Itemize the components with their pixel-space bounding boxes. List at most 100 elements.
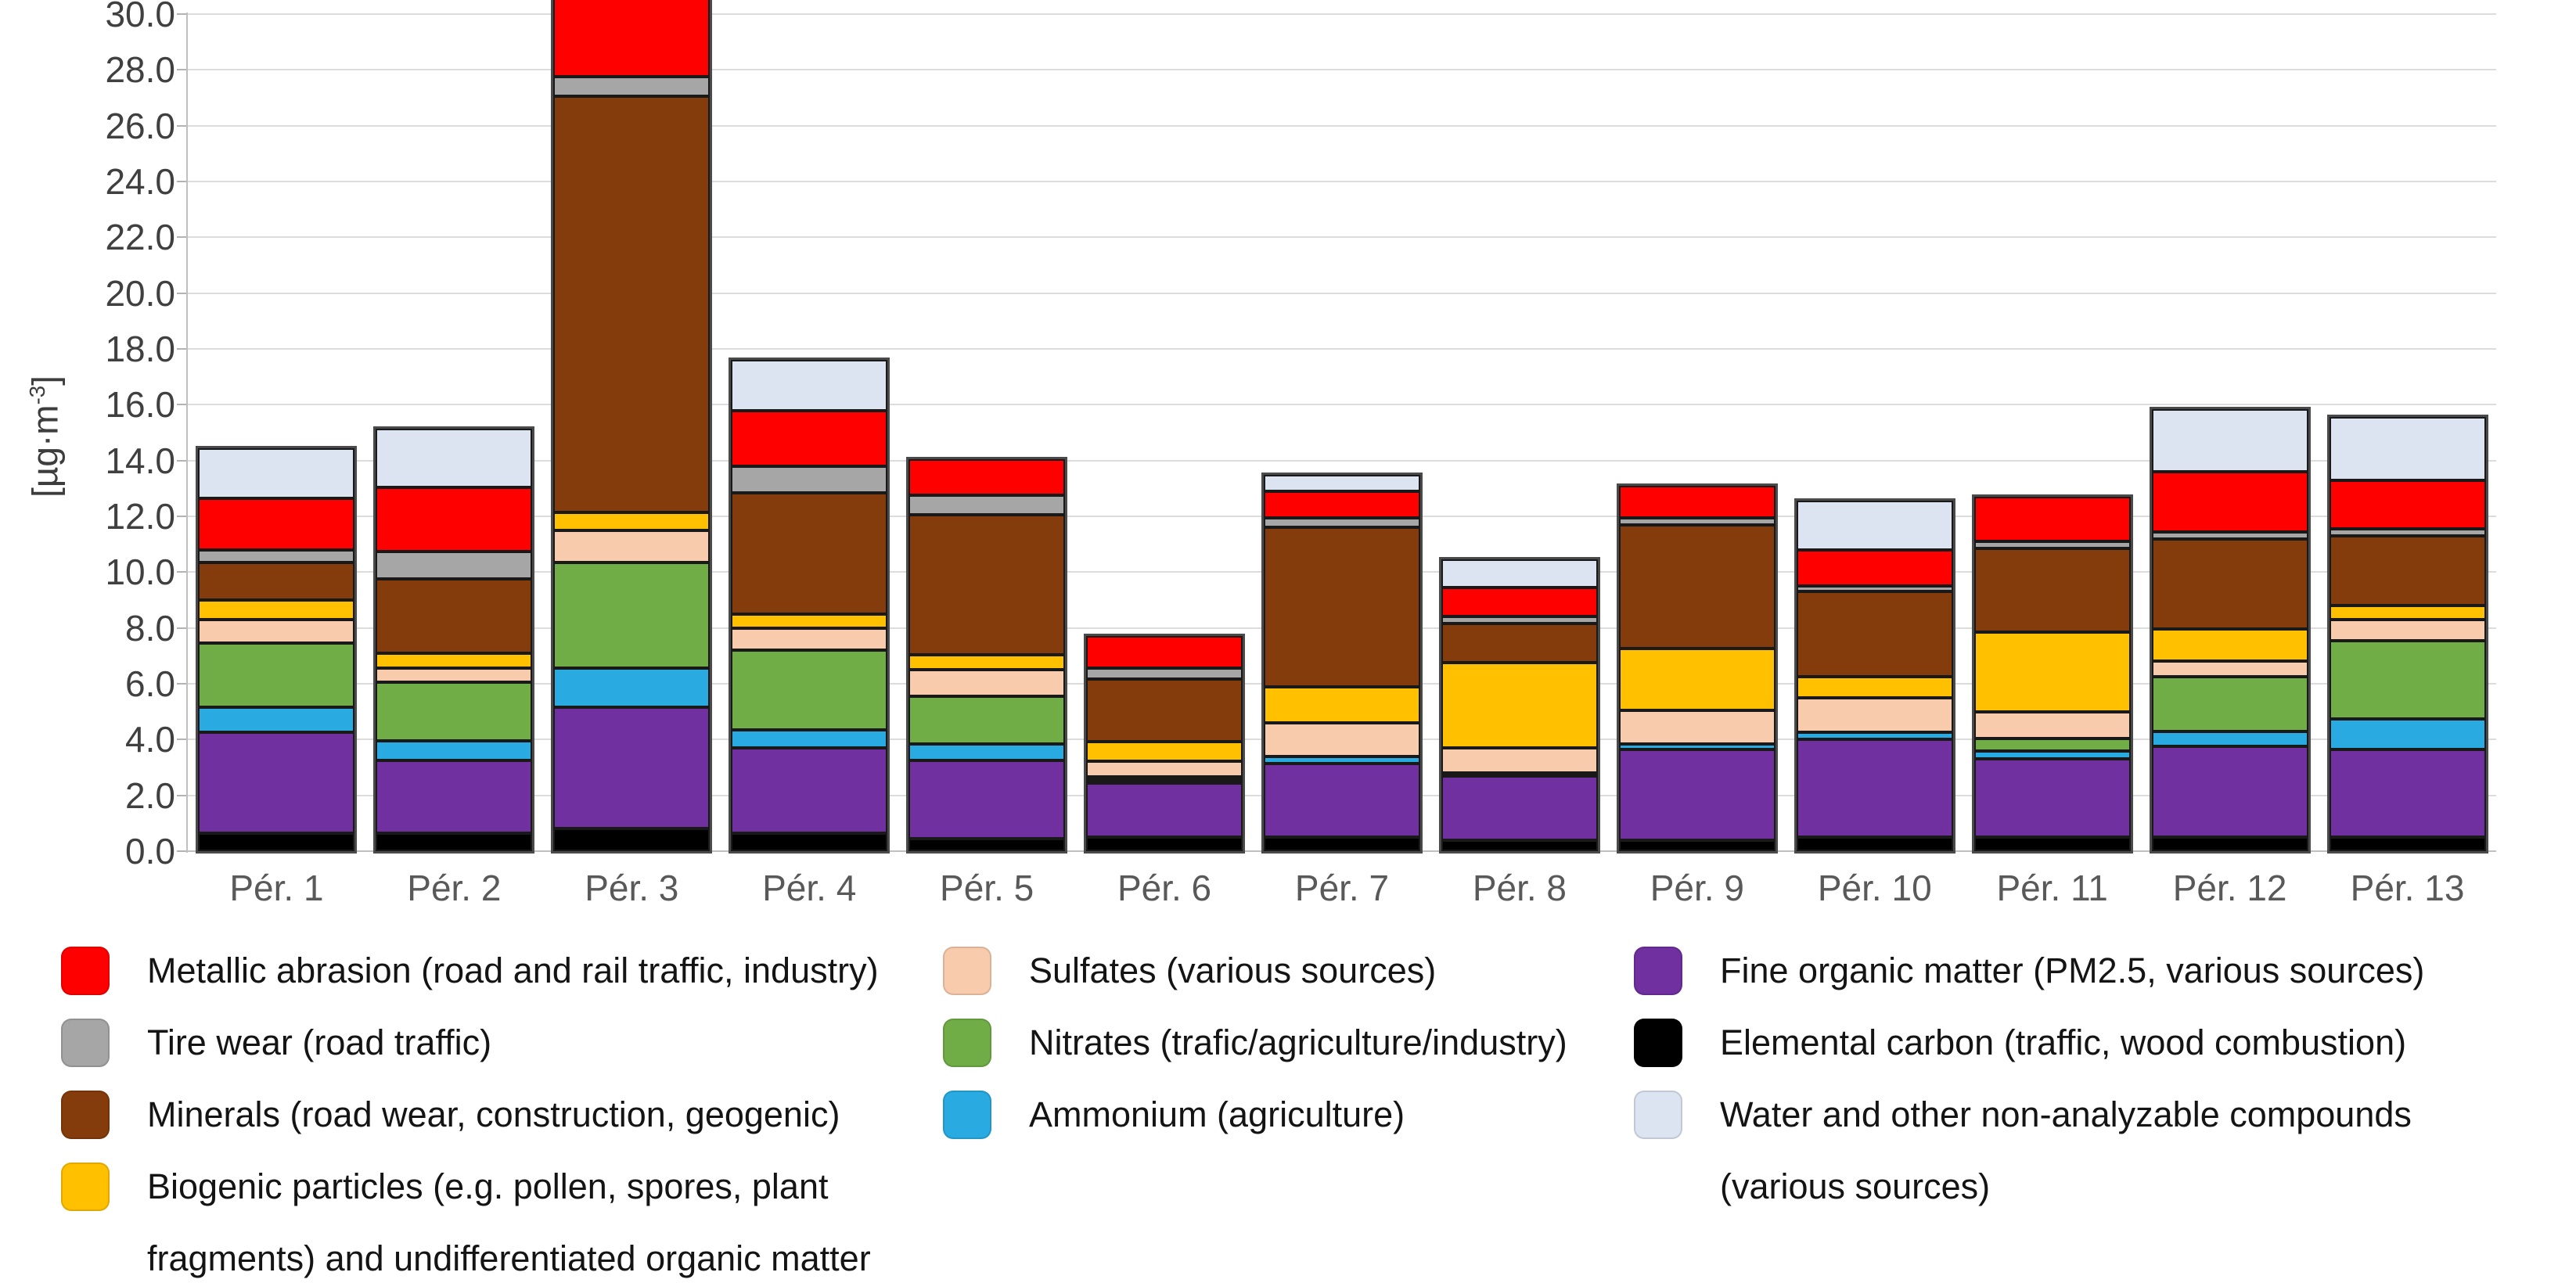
segment-biogenic-particles [731, 613, 888, 628]
legend-label-water-non-analyzable-line2: (various sources) [1720, 1166, 1991, 1206]
bar-p-r-8 [1438, 557, 1600, 854]
segment-water-non-analyzable [1264, 474, 1420, 491]
segment-metallic-abrasion [908, 458, 1066, 496]
gridline [188, 13, 2496, 15]
segment-sulfates [2151, 661, 2308, 677]
segment-metallic-abrasion [731, 410, 888, 466]
segment-minerals [1441, 624, 1598, 663]
legend-swatch-elemental-carbon [1634, 1019, 1682, 1067]
segment-ammonium [731, 729, 888, 749]
y-tick-label: 14.0 [105, 440, 175, 481]
segment-fine-organic-matter [1618, 749, 1775, 840]
segment-metallic-abrasion [376, 487, 533, 552]
legend-swatch-biogenic-particles [61, 1163, 110, 1211]
bar-p-r-2 [373, 426, 535, 854]
y-tick-mark [177, 627, 188, 629]
x-category-label: Pér. 11 [1996, 868, 2108, 908]
segment-metallic-abrasion [1441, 587, 1598, 617]
segment-ammonium [1086, 779, 1243, 783]
y-tick-label: 12.0 [105, 496, 175, 537]
legend-swatch-water-non-analyzable [1634, 1091, 1682, 1139]
segment-tire-wear [553, 77, 711, 97]
segment-biogenic-particles [1086, 742, 1243, 762]
x-category-label: Pér. 7 [1294, 868, 1390, 908]
segment-minerals [1264, 527, 1420, 687]
gridline [188, 69, 2496, 71]
segment-minerals [1086, 679, 1243, 742]
segment-tire-wear [1264, 517, 1420, 528]
segment-sulfates [731, 627, 888, 651]
segment-fine-organic-matter [198, 732, 355, 833]
segment-sulfates [908, 670, 1066, 697]
bar-p-r-5 [906, 456, 1068, 854]
segment-sulfates [553, 530, 711, 562]
segment-water-non-analyzable [376, 428, 533, 487]
bar-p-r-9 [1616, 483, 1778, 854]
y-tick-label: 2.0 [125, 774, 175, 816]
segment-nitrates [1086, 776, 1243, 780]
y-tick-label: 20.0 [105, 272, 175, 314]
segment-tire-wear [1796, 586, 1953, 592]
x-category-label: Pér. 9 [1650, 868, 1744, 908]
segment-biogenic-particles [198, 600, 355, 620]
legend-swatch-tire-wear [61, 1019, 110, 1067]
y-tick-mark [177, 124, 188, 127]
segment-fine-organic-matter [1441, 775, 1598, 840]
y-tick-mark [177, 516, 188, 517]
segment-nitrates [1973, 738, 2131, 751]
y-tick-label: 0.0 [125, 831, 175, 872]
gridline [188, 404, 2496, 406]
segment-ammonium [2329, 718, 2486, 749]
y-tick-mark [177, 292, 188, 294]
y-tick-label: 4.0 [125, 719, 175, 760]
segment-metallic-abrasion [2151, 471, 2308, 532]
segment-tire-wear [2329, 529, 2486, 536]
segment-biogenic-particles [2151, 629, 2308, 662]
legend-swatch-fine-organic-matter [1634, 947, 1682, 995]
segment-biogenic-particles [2329, 606, 2486, 620]
segment-metallic-abrasion [1618, 485, 1775, 518]
segment-elemental-carbon [1264, 837, 1420, 851]
legend-label-water-non-analyzable: Water and other non-analyzable compounds [1720, 1094, 2412, 1134]
segment-tire-wear [1618, 517, 1775, 525]
legend-label-minerals: Minerals (road wear, construction, geoge… [147, 1094, 840, 1134]
segment-water-non-analyzable [1796, 501, 1953, 550]
x-category-label: Pér. 12 [2172, 868, 2287, 908]
x-category-label: Pér. 3 [585, 868, 679, 908]
segment-minerals [908, 515, 1066, 655]
segment-fine-organic-matter [1264, 763, 1420, 838]
segment-elemental-carbon [198, 832, 355, 851]
segment-metallic-abrasion [2329, 480, 2486, 530]
segment-fine-organic-matter [1086, 782, 1243, 838]
y-tick-mark [177, 181, 188, 182]
segment-water-non-analyzable [198, 447, 355, 498]
x-category-label: Pér. 4 [762, 868, 857, 908]
x-category-label: Pér. 10 [1817, 868, 1932, 908]
y-axis-unit-post: ] [24, 376, 66, 386]
bar-p-r-13 [2326, 415, 2488, 854]
y-tick-label: 28.0 [105, 49, 175, 91]
gridline [188, 348, 2496, 350]
segment-water-non-analyzable [731, 360, 888, 411]
legend-label-ammonium: Ammonium (agriculture) [1029, 1094, 1405, 1134]
segment-biogenic-particles [1973, 632, 2131, 712]
segment-elemental-carbon [1441, 839, 1598, 851]
segment-nitrates [2151, 677, 2308, 731]
legend-label-tire-wear: Tire wear (road traffic) [147, 1022, 492, 1062]
segment-elemental-carbon [553, 828, 711, 851]
gridline [188, 236, 2496, 239]
segment-ammonium [553, 668, 711, 708]
segment-tire-wear [1441, 616, 1598, 624]
y-tick-label: 22.0 [105, 217, 175, 258]
segment-ammonium [2151, 731, 2308, 747]
segment-elemental-carbon [376, 832, 533, 851]
y-tick-label: 24.0 [105, 161, 175, 202]
segment-tire-wear [198, 549, 355, 562]
legend-swatch-sulfates [943, 947, 991, 995]
segment-elemental-carbon [2329, 837, 2486, 851]
segment-water-non-analyzable [2151, 408, 2308, 472]
legend-swatch-metallic-abrasion [61, 947, 110, 995]
legend-label-nitrates: Nitrates (trafic/agriculture/industry) [1029, 1022, 1567, 1062]
segment-minerals [1796, 591, 1953, 677]
